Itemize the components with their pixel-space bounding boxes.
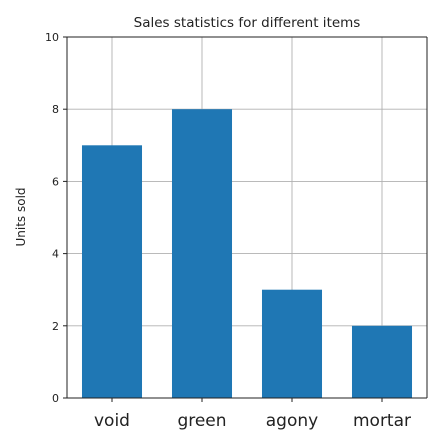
- y-tick-label: 6: [52, 175, 59, 188]
- y-tick-label: 10: [45, 31, 59, 44]
- bars: [81, 109, 413, 398]
- bar-green: [171, 109, 233, 398]
- chart-title: Sales statistics for different items: [134, 15, 361, 31]
- x-tick-label: agony: [266, 411, 318, 431]
- y-tick-label: 2: [52, 320, 59, 333]
- x-tick-label: mortar: [353, 411, 411, 431]
- y-axis-label: Units sold: [14, 187, 28, 246]
- x-tick-label: green: [177, 411, 226, 431]
- x-axis-ticks: void green agony mortar: [94, 398, 411, 431]
- bar-void: [81, 145, 143, 398]
- y-tick-label: 4: [52, 248, 59, 261]
- bar-mortar: [351, 325, 413, 398]
- y-tick-label: 0: [52, 392, 59, 405]
- x-tick-label: void: [94, 411, 130, 431]
- y-axis-ticks: 0 2 4 6 8 10: [45, 31, 67, 405]
- y-tick-label: 8: [52, 103, 59, 116]
- axes: [66, 36, 428, 399]
- bar-agony: [261, 289, 323, 398]
